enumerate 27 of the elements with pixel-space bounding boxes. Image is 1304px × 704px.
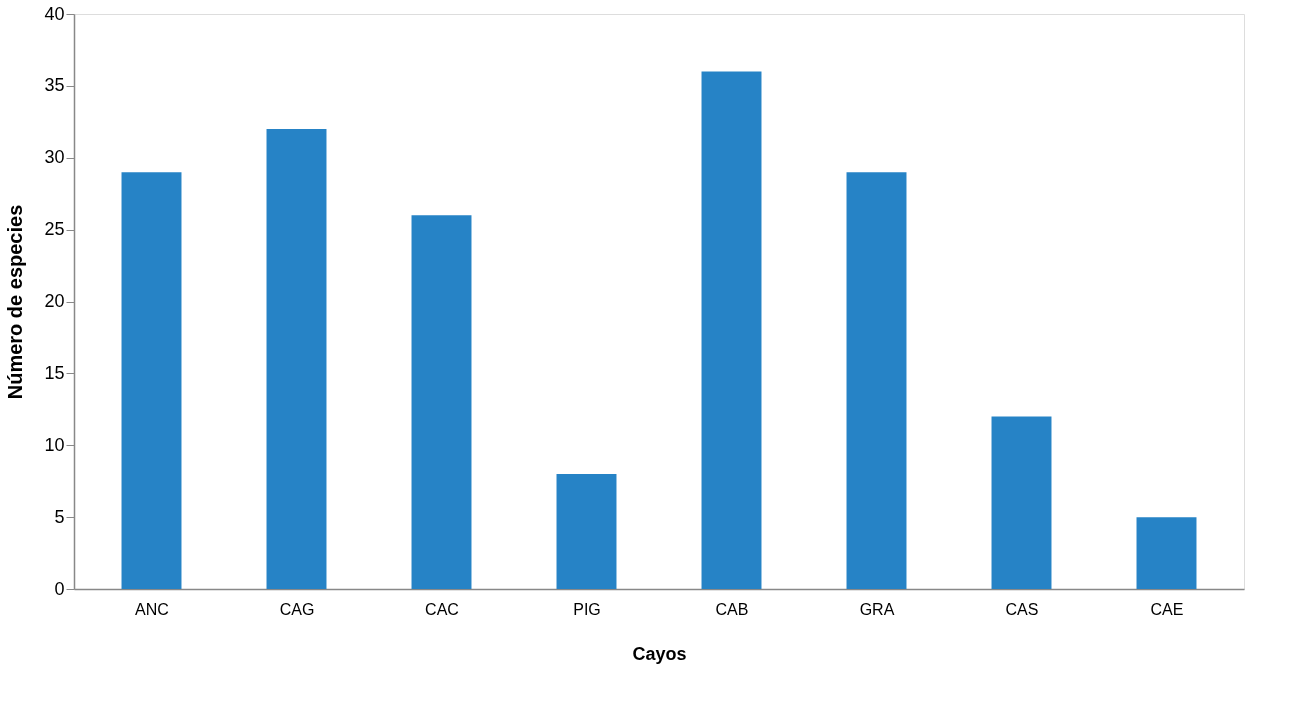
x-tick-label: PIG [573,600,601,618]
x-tick-label: GRA [859,600,895,618]
y-tick-label: 25 [44,219,65,240]
x-tick-label: CAB [715,600,749,618]
y-axis-title: Número de especies [4,204,27,400]
y-tick-label: 0 [54,578,65,599]
y-tick-label: 15 [44,362,65,383]
y-tick-label: 20 [44,291,65,311]
y-tick-label: 5 [54,506,65,527]
x-tick-label: CAS [1005,600,1039,618]
y-tick-label: 10 [44,434,65,455]
y-tick-label: 30 [44,147,65,168]
bar [266,129,327,589]
y-tick-label: 35 [44,75,65,96]
x-tick-label: CAE [1150,600,1184,618]
bar [1136,517,1197,589]
y-tick-label: 40 [44,3,65,24]
x-tick-label: CAC [425,600,459,618]
bar [556,474,617,589]
bar [991,416,1052,589]
x-tick-label: CAG [279,600,315,618]
bar [121,172,182,589]
bar [846,172,907,589]
bar [701,71,762,589]
bar [411,215,472,589]
x-tick-label: ANC [135,600,169,618]
x-axis-title: Cayos [632,643,687,664]
